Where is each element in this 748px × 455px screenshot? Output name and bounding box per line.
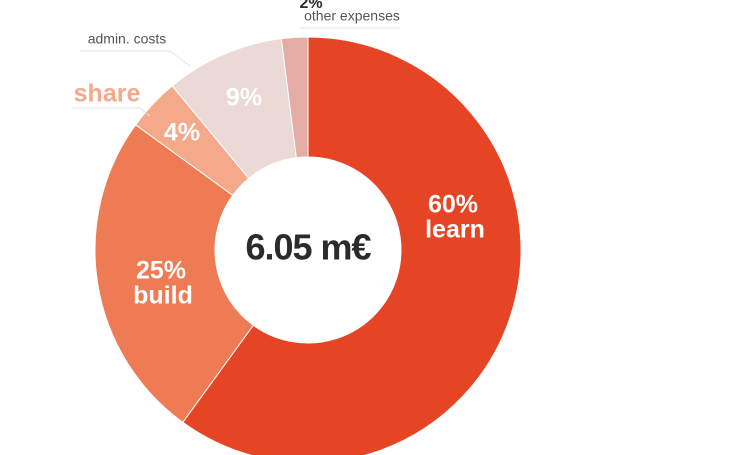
value-label: 9% [226, 84, 262, 112]
category-label: other expenses [304, 8, 400, 24]
value-label: 25% [136, 257, 186, 285]
value-label: 2% [299, 0, 322, 12]
category-label: share [74, 80, 141, 108]
slice [280, 36, 309, 159]
center-label: 6.05 m€ [245, 227, 371, 268]
leader-line [72, 107, 151, 117]
category-label: build [133, 282, 193, 310]
category-label: admin. costs [88, 31, 167, 47]
value-label: 60% [428, 191, 478, 219]
labels: 60%learn 25%build 4% share 9% admin. costs 2%o… [74, 0, 485, 310]
slice [182, 36, 522, 455]
slice [94, 124, 255, 424]
value-label: 4% [164, 119, 200, 147]
slices [94, 36, 522, 455]
category-label: learn [425, 216, 485, 244]
leader-line [80, 50, 191, 67]
